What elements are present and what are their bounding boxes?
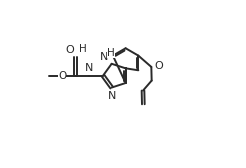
Text: O: O (154, 61, 163, 71)
Text: H: H (79, 44, 87, 54)
Text: H: H (107, 48, 115, 58)
Text: O: O (58, 71, 66, 81)
Text: N: N (100, 52, 109, 62)
Text: O: O (65, 45, 74, 54)
Text: N: N (108, 91, 117, 101)
Text: N: N (85, 63, 93, 73)
